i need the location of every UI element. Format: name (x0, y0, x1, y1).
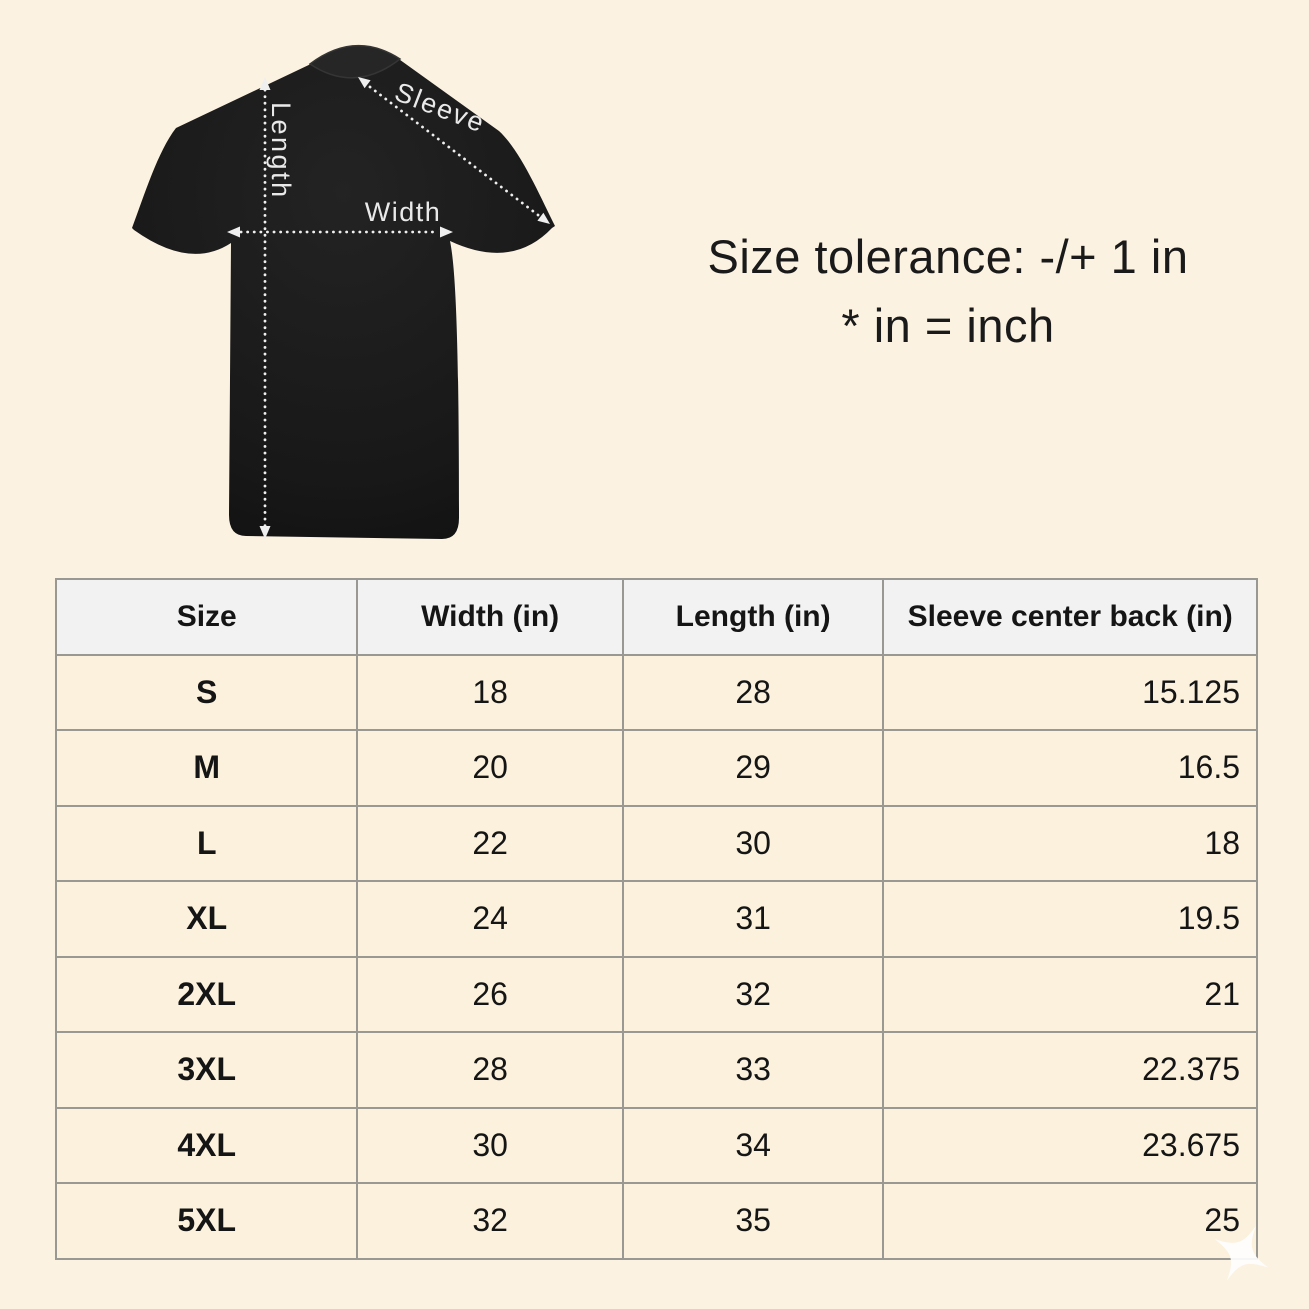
header-width: Width (in) (356, 578, 624, 656)
header-sleeve: Sleeve center back (in) (882, 578, 1258, 656)
cell-size: L (54, 804, 359, 882)
table-row: L 22 30 18 (54, 804, 1258, 882)
cell-size: S (54, 653, 359, 731)
table-row: 3XL 28 33 22.375 (54, 1031, 1258, 1109)
cell-sleeve: 23.675 (882, 1106, 1258, 1184)
tshirt-diagram-svg: Length Sleeve Width (132, 44, 555, 539)
table-row: XL 24 31 19.5 (54, 880, 1258, 958)
table-row: M 20 29 16.5 (54, 729, 1258, 807)
cell-width: 32 (356, 1182, 624, 1260)
cell-sleeve: 15.125 (882, 653, 1258, 731)
tshirt-measurement-diagram: Length Sleeve Width (112, 38, 582, 553)
cell-width: 20 (356, 729, 624, 807)
cell-sleeve: 25 (882, 1182, 1258, 1260)
table-row: 5XL 32 35 25 (54, 1182, 1258, 1260)
cell-size: 2XL (54, 955, 359, 1033)
table-row: 4XL 30 34 23.675 (54, 1106, 1258, 1184)
tolerance-line-2: * in = inch (841, 299, 1055, 352)
cell-length: 30 (621, 804, 885, 882)
header-length: Length (in) (621, 578, 885, 656)
cell-size: 3XL (54, 1031, 359, 1109)
cell-size: M (54, 729, 359, 807)
cell-length: 31 (621, 880, 885, 958)
sparkle-icon (1214, 1225, 1268, 1281)
size-chart-table: Size Width (in) Length (in) Sleeve cente… (54, 578, 1258, 1260)
cell-sleeve: 22.375 (882, 1031, 1258, 1109)
table-row: S 18 28 15.125 (54, 653, 1258, 731)
cell-length: 35 (621, 1182, 885, 1260)
width-label: Width (365, 197, 442, 227)
table-header-row: Size Width (in) Length (in) Sleeve cente… (54, 578, 1258, 656)
cell-sleeve: 18 (882, 804, 1258, 882)
tshirt-silhouette (132, 57, 555, 539)
cell-sleeve: 16.5 (882, 729, 1258, 807)
cell-width: 30 (356, 1106, 624, 1184)
length-label: Length (266, 102, 296, 200)
size-tolerance-note: Size tolerance: -/+ 1 in * in = inch (618, 222, 1278, 360)
cell-length: 32 (621, 955, 885, 1033)
cell-length: 33 (621, 1031, 885, 1109)
length-measure-arrow (259, 77, 271, 539)
cell-width: 28 (356, 1031, 624, 1109)
cell-length: 29 (621, 729, 885, 807)
cell-width: 24 (356, 880, 624, 958)
tolerance-line-1: Size tolerance: -/+ 1 in (707, 230, 1189, 283)
table-row: 2XL 26 32 21 (54, 955, 1258, 1033)
cell-length: 28 (621, 653, 885, 731)
cell-sleeve: 21 (882, 955, 1258, 1033)
header-size: Size (54, 578, 359, 656)
cell-size: XL (54, 880, 359, 958)
cell-sleeve: 19.5 (882, 880, 1258, 958)
width-measure-arrow (227, 226, 453, 238)
cell-width: 26 (356, 955, 624, 1033)
cell-width: 22 (356, 804, 624, 882)
cell-size: 5XL (54, 1182, 359, 1260)
cell-size: 4XL (54, 1106, 359, 1184)
collar-band (308, 44, 402, 79)
cell-length: 34 (621, 1106, 885, 1184)
sleeve-measure-arrow (358, 77, 550, 224)
cell-width: 18 (356, 653, 624, 731)
